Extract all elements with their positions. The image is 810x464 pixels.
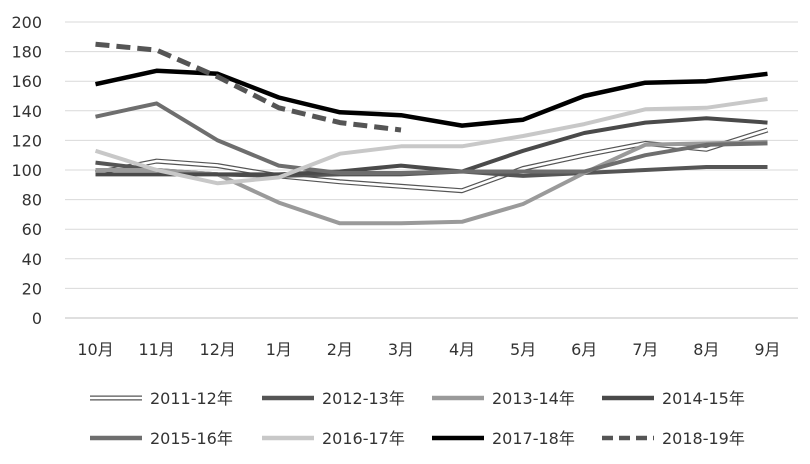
x-tick-label: 2月 bbox=[327, 340, 353, 359]
series-2017-18-line bbox=[96, 71, 768, 126]
series-2011-12-line bbox=[96, 130, 768, 191]
legend-2017-18-item: 2017-18年 bbox=[432, 429, 575, 448]
legend-2018-19-label: 2018-19年 bbox=[662, 429, 745, 448]
y-tick-label: 100 bbox=[11, 161, 42, 180]
series-lines bbox=[96, 44, 768, 223]
y-tick-label: 180 bbox=[11, 43, 42, 62]
legend-2014-15-item: 2014-15年 bbox=[602, 389, 745, 408]
y-tick-label: 60 bbox=[22, 220, 42, 239]
legend-2011-12-item: 2011-12年 bbox=[90, 389, 233, 408]
legend-2014-15-label: 2014-15年 bbox=[662, 389, 745, 408]
series-2013-14-path bbox=[96, 142, 768, 223]
x-tick-label: 4月 bbox=[449, 340, 475, 359]
x-tick-label: 7月 bbox=[632, 340, 658, 359]
x-tick-label: 5月 bbox=[510, 340, 536, 359]
legend-2011-12-label: 2011-12年 bbox=[150, 389, 233, 408]
legend-2013-14-label: 2013-14年 bbox=[492, 389, 575, 408]
legend-2016-17-label: 2016-17年 bbox=[322, 429, 405, 448]
y-tick-label: 40 bbox=[22, 250, 42, 269]
legend: 2011-12年 2012-13年 2013-14年 2014-15年 2015-16年… bbox=[90, 389, 745, 448]
x-axis-ticks: 10月 11月 12月 1月 2月 3月 4月 5月 6月 7月 8月 9月 bbox=[77, 340, 780, 359]
x-tick-label: 12月 bbox=[200, 340, 236, 359]
x-tick-label: 6月 bbox=[571, 340, 597, 359]
x-tick-label: 11月 bbox=[138, 340, 174, 359]
series-2011-12-fill bbox=[96, 130, 768, 191]
x-tick-label: 9月 bbox=[754, 340, 780, 359]
x-tick-label: 8月 bbox=[693, 340, 719, 359]
x-tick-label: 3月 bbox=[388, 340, 414, 359]
y-tick-label: 160 bbox=[11, 72, 42, 91]
y-tick-label: 140 bbox=[11, 102, 42, 121]
legend-2018-19-item: 2018-19年 bbox=[602, 429, 745, 448]
y-tick-label: 0 bbox=[32, 309, 42, 328]
y-tick-label: 80 bbox=[22, 191, 42, 210]
legend-2012-13-label: 2012-13年 bbox=[322, 389, 405, 408]
y-tick-label: 120 bbox=[11, 131, 42, 150]
series-2017-18-path bbox=[96, 71, 768, 126]
y-tick-label: 20 bbox=[22, 279, 42, 298]
legend-2012-13-item: 2012-13年 bbox=[262, 389, 405, 408]
series-2011-12-outline bbox=[96, 130, 768, 191]
legend-2015-16-item: 2015-16年 bbox=[90, 429, 233, 448]
x-tick-label: 1月 bbox=[266, 340, 292, 359]
x-tick-label: 10月 bbox=[77, 340, 113, 359]
legend-2013-14-item: 2013-14年 bbox=[432, 389, 575, 408]
y-tick-label: 200 bbox=[11, 13, 42, 32]
y-axis-ticks: 0 20 40 60 80 100 120 140 160 180 200 bbox=[11, 13, 42, 328]
legend-2015-16-label: 2015-16年 bbox=[150, 429, 233, 448]
series-2013-14-line bbox=[96, 142, 768, 223]
legend-2016-17-item: 2016-17年 bbox=[262, 429, 405, 448]
legend-2017-18-label: 2017-18年 bbox=[492, 429, 575, 448]
